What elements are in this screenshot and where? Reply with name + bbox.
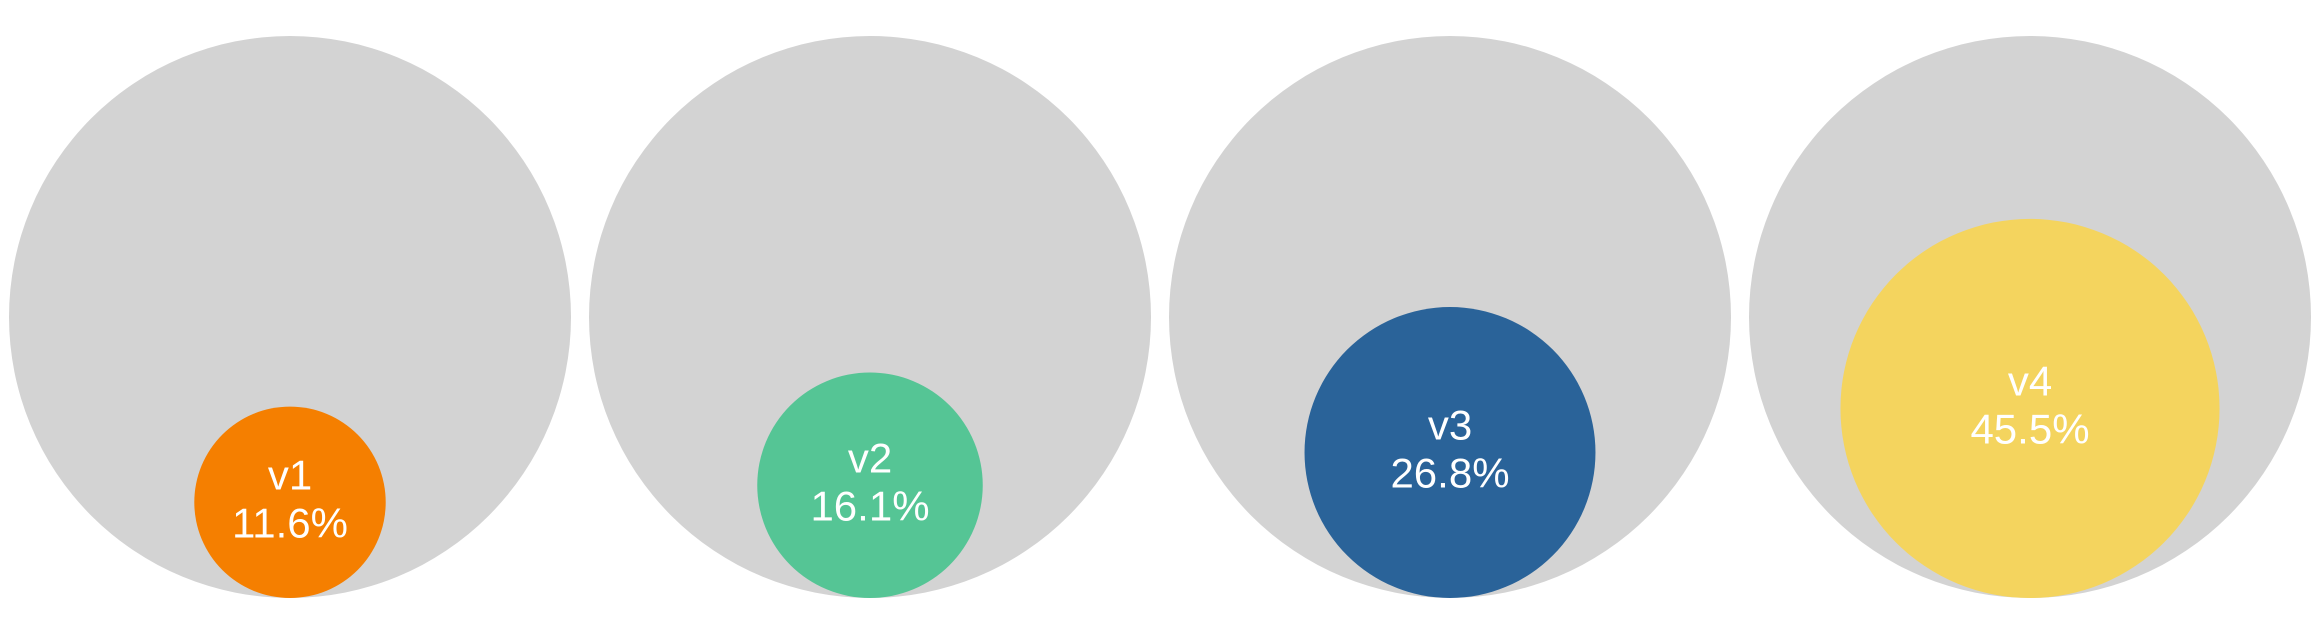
value-label: 16.1% — [810, 482, 929, 529]
category-label: v4 — [2008, 358, 2052, 405]
value-label: 11.6% — [232, 499, 348, 546]
total-circle — [9, 36, 571, 598]
value-circle — [757, 372, 983, 598]
value-circle — [1840, 218, 2220, 598]
value-label: 26.8% — [1390, 450, 1509, 497]
category-label: v2 — [848, 434, 892, 481]
category-label: v3 — [1428, 402, 1472, 449]
value-circle — [1304, 307, 1596, 598]
value-circle — [194, 406, 386, 598]
value-label: 45.5% — [1970, 406, 2089, 453]
total-circle — [589, 36, 1151, 598]
category-label: v1 — [268, 451, 312, 498]
